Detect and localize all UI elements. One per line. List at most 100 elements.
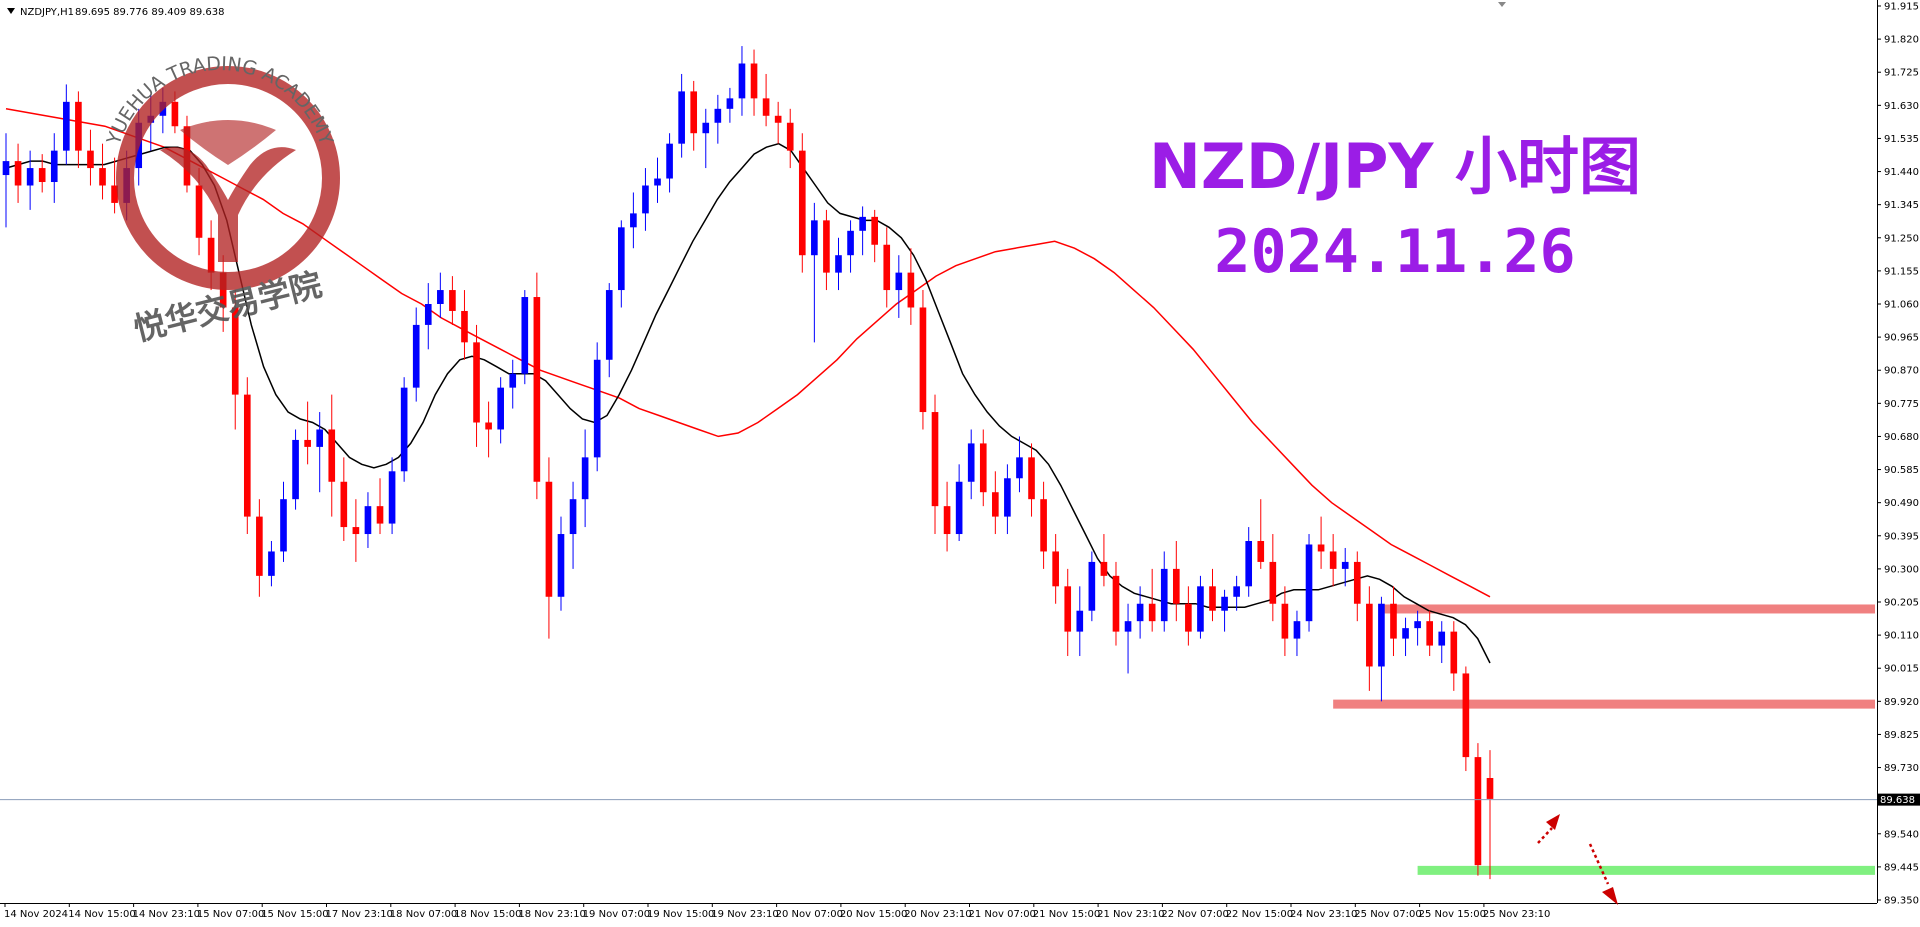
y-tick-label: 91.440	[1884, 167, 1919, 178]
x-tick-label: 17 Nov 23:10	[326, 909, 393, 920]
candle-body	[195, 185, 203, 238]
y-tick-label: 90.490	[1884, 498, 1919, 509]
candle	[352, 499, 360, 562]
candle-body	[762, 98, 770, 116]
candle	[2, 133, 10, 228]
candle-body	[268, 551, 275, 576]
candle	[617, 220, 625, 308]
candle-body	[1281, 603, 1289, 639]
candle-body	[895, 272, 903, 291]
candle-body	[1366, 603, 1373, 667]
candle	[1329, 534, 1337, 587]
candle	[509, 359, 517, 409]
candle-body	[1088, 561, 1096, 611]
candle-body	[352, 527, 360, 535]
candle-body	[545, 481, 553, 597]
candle-body	[509, 373, 517, 388]
x-tick-label: 22 Nov 07:00	[1161, 909, 1228, 920]
x-tick-label: 21 Nov 23:10	[1097, 909, 1164, 920]
x-tick-label: 18 Nov 23:10	[518, 909, 585, 920]
candle-body	[847, 230, 854, 256]
candle-body	[967, 443, 975, 482]
candle-body	[666, 143, 673, 179]
candle	[437, 272, 444, 318]
candle	[1100, 534, 1108, 587]
candle-body	[1124, 621, 1132, 632]
candle-body	[1293, 621, 1301, 639]
candle-body	[883, 244, 891, 291]
candle	[1233, 575, 1240, 611]
candle-body	[630, 213, 637, 228]
ma-slow-line	[5, 108, 1491, 598]
candle	[304, 401, 311, 465]
candle-body	[26, 168, 34, 186]
candle-body	[943, 506, 951, 535]
candle	[883, 227, 891, 308]
candle	[1197, 575, 1204, 639]
candle-body	[38, 168, 46, 183]
y-tick-label: 90.300	[1884, 564, 1919, 575]
candle	[388, 457, 396, 535]
candle	[1112, 561, 1120, 646]
candle-body	[919, 307, 927, 413]
x-tick-label: 25 Nov 23:10	[1483, 909, 1550, 920]
candle	[1245, 527, 1253, 597]
candle	[485, 401, 492, 458]
candle	[1353, 551, 1361, 622]
candle	[521, 290, 529, 385]
y-tick-label: 91.630	[1884, 101, 1919, 112]
candle	[1209, 568, 1216, 622]
candle	[364, 492, 372, 548]
candle	[1016, 436, 1023, 493]
x-tick-label: 19 Nov 07:00	[583, 909, 650, 920]
down-arrow-line	[1588, 843, 1610, 885]
candle-body	[811, 220, 818, 256]
candle-body	[1329, 551, 1337, 569]
candle-body	[63, 101, 70, 151]
up-arrow-icon	[1546, 814, 1560, 830]
candle	[1185, 586, 1192, 646]
current-price-tag: 89.638	[1878, 793, 1920, 806]
candle	[1088, 551, 1096, 622]
symbol-dropdown-icon[interactable]	[7, 8, 15, 14]
candle-body	[1185, 603, 1192, 632]
candle	[231, 290, 239, 430]
candle	[1450, 621, 1458, 691]
candle-body	[99, 168, 106, 186]
candle	[690, 80, 698, 151]
candle-body	[593, 359, 601, 458]
candle	[581, 429, 589, 528]
candle-body	[1426, 621, 1433, 646]
candle	[412, 307, 420, 402]
candle	[1269, 534, 1277, 622]
candle-body	[400, 387, 408, 472]
candle-body	[376, 506, 384, 524]
candle	[1004, 464, 1011, 535]
candle-body	[678, 91, 685, 144]
candle-body	[280, 499, 287, 552]
candle	[666, 133, 673, 193]
candle-body	[1028, 457, 1035, 500]
candle-body	[1016, 457, 1023, 479]
candle-body	[449, 290, 456, 311]
candle	[1221, 589, 1228, 632]
y-tick-label: 89.350	[1884, 896, 1919, 907]
x-tick-label: 22 Nov 15:00	[1226, 909, 1293, 920]
candle-body	[1402, 628, 1409, 639]
candle	[1148, 568, 1156, 632]
candle	[1172, 541, 1180, 622]
candle-body	[1390, 603, 1397, 639]
candle	[1293, 610, 1301, 657]
candle	[593, 342, 601, 472]
candle	[1341, 547, 1349, 587]
candle-body	[1257, 541, 1265, 562]
candle-body	[388, 471, 396, 524]
candle	[762, 73, 770, 127]
candle	[786, 108, 794, 169]
candle	[859, 206, 866, 256]
candle-body	[243, 394, 251, 517]
candle-body	[835, 255, 842, 273]
candle-body	[690, 91, 698, 134]
candle-body	[304, 439, 311, 447]
